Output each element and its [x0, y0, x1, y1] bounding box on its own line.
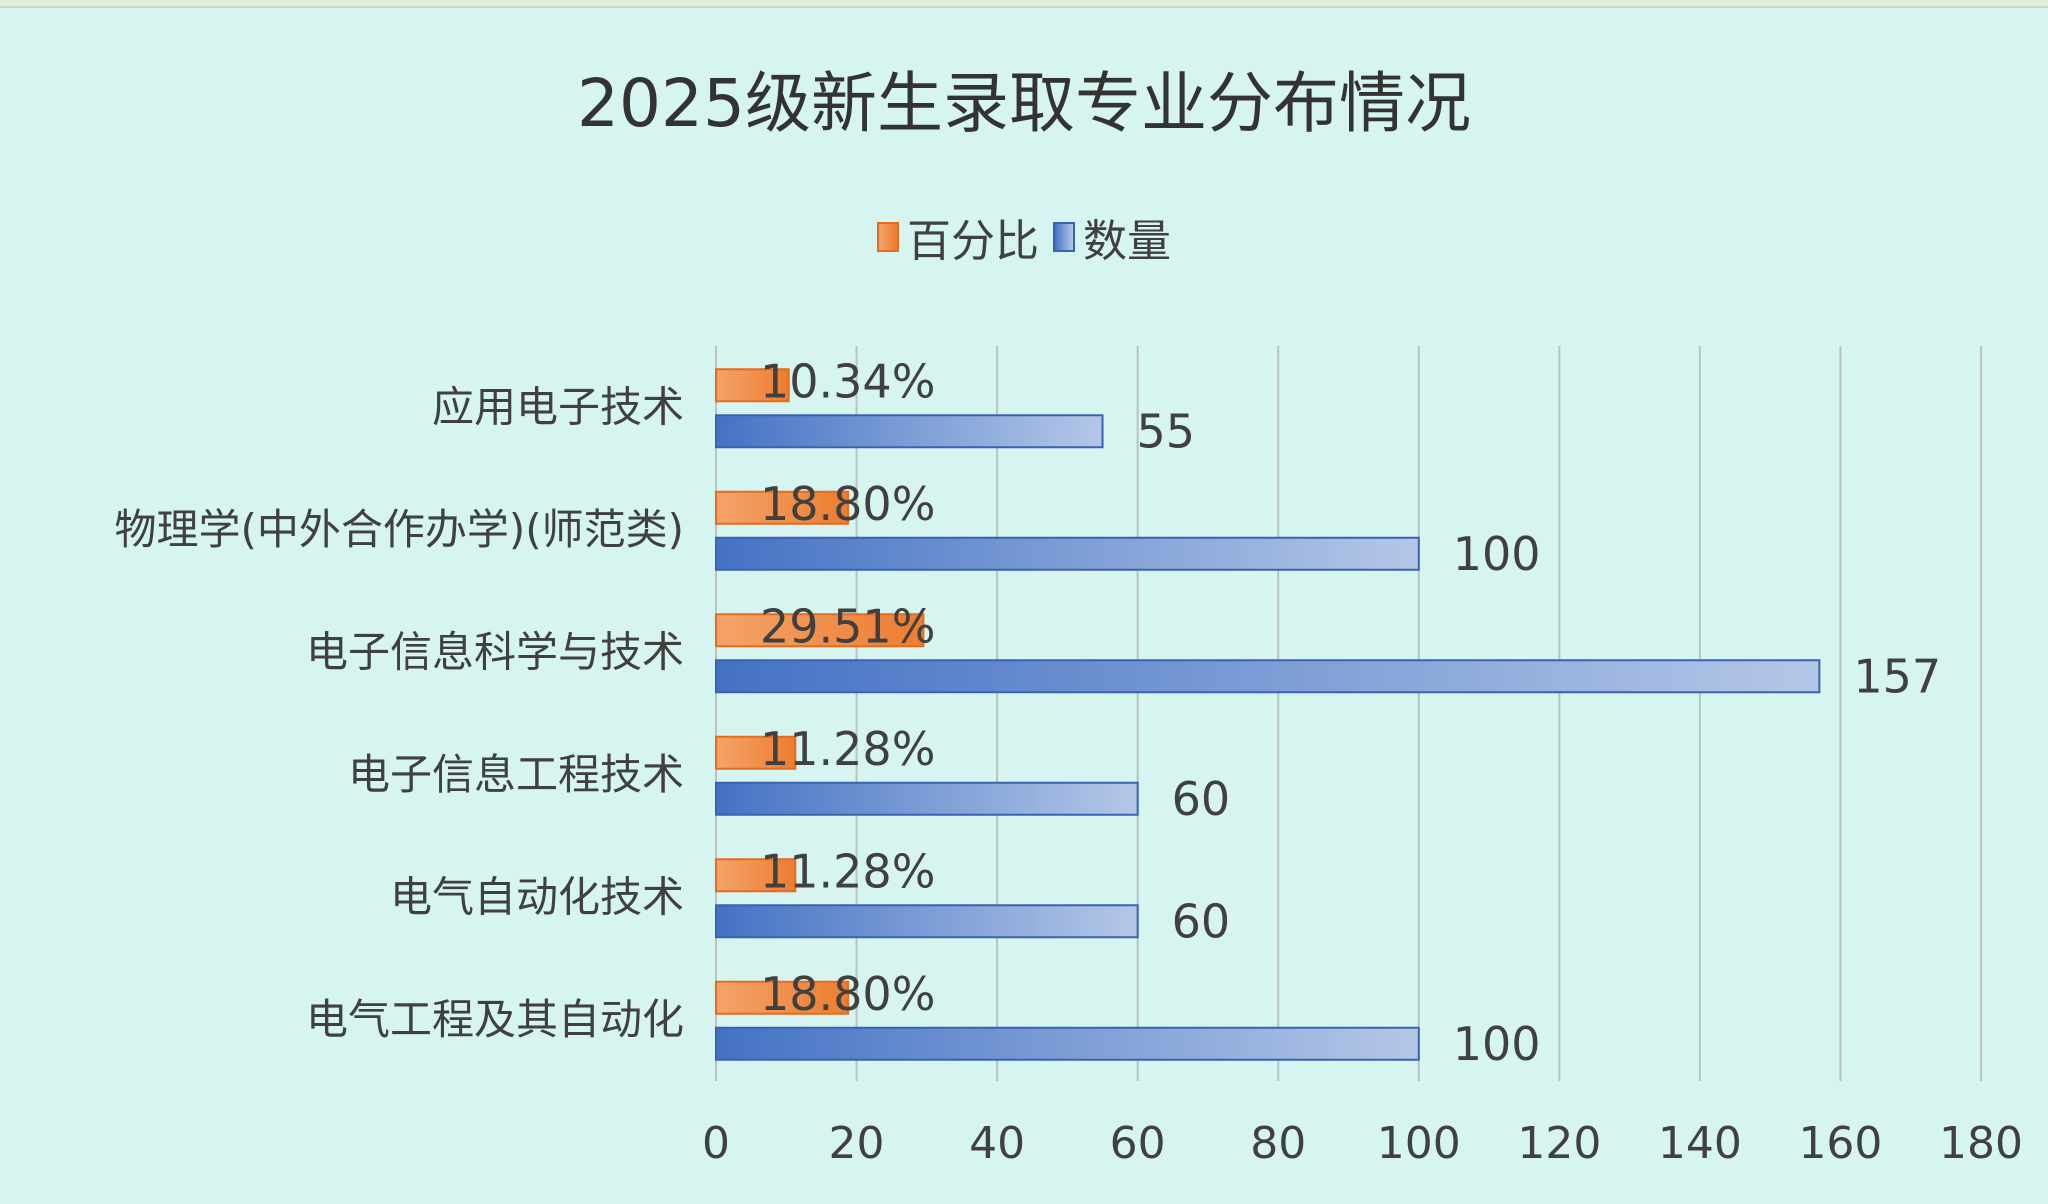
legend-swatch-percent	[877, 222, 899, 252]
category-label: 电气工程及其自动化	[306, 995, 684, 1044]
percent-bar	[715, 858, 797, 893]
x-tick-label: 60	[1110, 1118, 1166, 1169]
count-bar	[715, 1026, 1420, 1061]
x-tick-label: 20	[829, 1118, 885, 1169]
legend-swatch-count	[1053, 222, 1075, 252]
count-bar	[715, 904, 1139, 939]
category-label: 物理学(中外合作办学)(师范类)	[114, 505, 684, 554]
category-label: 电气自动化技术	[390, 872, 684, 921]
count-data-label: 55	[1137, 404, 1196, 458]
count-data-label: 60	[1172, 894, 1231, 948]
legend-item-percent: 百分比	[877, 205, 1039, 269]
x-tick-label: 40	[969, 1118, 1025, 1169]
count-bar	[715, 414, 1104, 449]
count-data-label: 100	[1453, 1017, 1541, 1071]
category-label: 电子信息科学与技术	[306, 627, 684, 676]
count-bar	[715, 659, 1821, 694]
legend-item-count: 数量	[1053, 205, 1171, 269]
percent-bar	[715, 368, 790, 403]
count-data-label: 157	[1853, 649, 1941, 703]
legend-label-percent: 百分比	[907, 216, 1039, 267]
count-bar	[715, 781, 1139, 816]
legend: 百分比 数量	[0, 205, 2048, 269]
percent-data-label: 18.80%	[760, 967, 935, 1021]
percent-bar	[715, 613, 925, 648]
percent-data-label: 29.51%	[760, 599, 935, 653]
percent-data-label: 10.34%	[760, 354, 935, 408]
count-data-label: 60	[1172, 772, 1231, 826]
category-label: 应用电子技术	[432, 382, 684, 431]
x-tick-label: 0	[702, 1118, 730, 1169]
legend-label-count: 数量	[1083, 216, 1171, 267]
x-tick-label: 140	[1658, 1118, 1742, 1169]
x-tick-label: 160	[1798, 1118, 1882, 1169]
x-tick-label: 100	[1377, 1118, 1461, 1169]
percent-bar	[715, 490, 850, 525]
percent-data-label: 18.80%	[760, 477, 935, 531]
count-bar	[715, 536, 1420, 571]
x-tick-label: 80	[1250, 1118, 1306, 1169]
x-tick-label: 180	[1939, 1118, 2023, 1169]
count-data-label: 100	[1453, 527, 1541, 581]
percent-bar	[715, 735, 797, 770]
spreadsheet-top-strip	[0, 0, 2048, 8]
category-label: 电子信息工程技术	[348, 750, 684, 799]
percent-data-label: 11.28%	[760, 722, 935, 776]
x-tick-label: 120	[1517, 1118, 1601, 1169]
percent-data-label: 11.28%	[760, 844, 935, 898]
percent-bar	[715, 980, 850, 1015]
chart-title: 2025级新生录取专业分布情况	[577, 65, 1471, 142]
